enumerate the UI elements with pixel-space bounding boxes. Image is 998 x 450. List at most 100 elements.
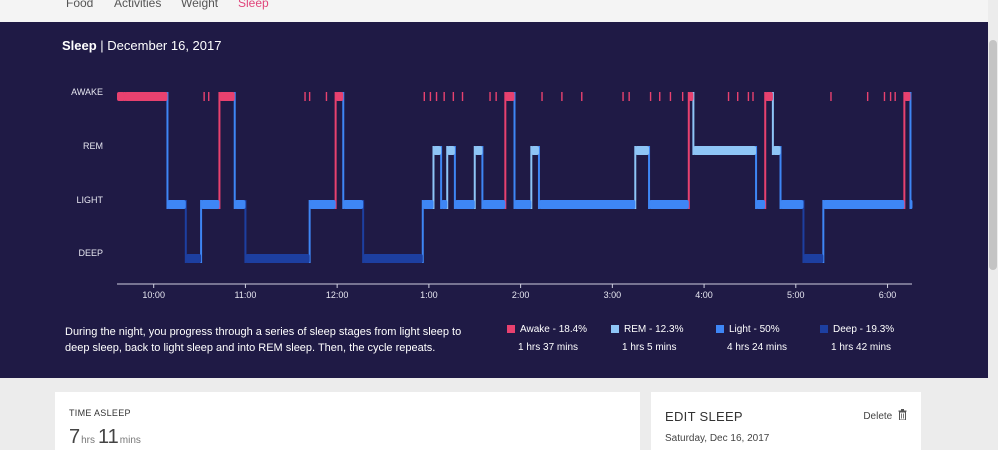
awake-blip-25 (752, 92, 754, 101)
stage-segment-light-24 (649, 200, 689, 209)
legend-swatch-awake (507, 325, 515, 333)
awake-blip-9 (452, 92, 455, 101)
stage-label-deep: DEEP (78, 248, 103, 258)
legend-rem: REM - 12.3% 1 hrs 5 mins (611, 324, 683, 353)
stage-segment-light-32 (823, 200, 905, 209)
stage-segment-light-20 (514, 200, 532, 209)
time-tick-label: 11:00 (234, 290, 257, 300)
sleep-title: Sleep | December 16, 2017 (62, 38, 221, 53)
awake-blip-4 (325, 92, 328, 101)
stage-segment-light-18 (482, 200, 506, 209)
legend-deep: Deep - 19.3% 1 hrs 42 mins (820, 324, 894, 353)
stage-segment-light-30 (780, 200, 804, 209)
awake-blip-10 (461, 92, 464, 101)
awake-blip-21 (681, 92, 684, 101)
time-tick-label: 5:00 (787, 290, 805, 300)
awake-blip-2 (304, 92, 306, 101)
stage-segment-rem-15 (447, 146, 455, 155)
stage-segment-awake-28 (765, 92, 773, 101)
stage-segment-light-16 (454, 200, 475, 209)
tab-activities[interactable]: Activities (114, 0, 162, 10)
awake-blip-11 (489, 92, 491, 101)
awake-blip-19 (659, 92, 661, 101)
legend-light: Light - 50% 4 hrs 24 mins (716, 324, 787, 353)
stage-segment-rem-13 (433, 146, 442, 155)
awake-blip-8 (443, 92, 445, 101)
time-asleep-card: TIME ASLEEP 7hrs 11mins (55, 392, 640, 450)
time-asleep-minutes-unit: mins (119, 435, 141, 446)
time-tick-label: 6:00 (878, 290, 897, 300)
stage-segment-awake-1 (124, 92, 168, 101)
stage-segment-light-2 (167, 200, 186, 209)
stage-segment-light-34 (910, 200, 913, 209)
time-asleep-hours-unit: hrs (81, 435, 96, 446)
time-tick-label: 3:00 (603, 290, 622, 300)
stage-segment-rem-17 (474, 146, 483, 155)
stage-segment-light-4 (201, 200, 220, 209)
stage-segment-light-8 (309, 200, 336, 209)
stage-label-rem: REM (83, 141, 103, 151)
tab-weight[interactable]: Weight (181, 0, 219, 10)
stage-segment-light-12 (422, 200, 434, 209)
delete-label: Delete (863, 411, 893, 422)
top-nav: Food Activities Weight Sleep (0, 0, 988, 22)
stage-segment-light-10 (343, 200, 364, 209)
time-tick-label: 10:00 (142, 290, 165, 300)
awake-blip-3 (308, 92, 311, 101)
time-asleep-value: 7hrs 11mins (69, 426, 144, 449)
legend-deep-duration: 1 hrs 42 mins (831, 342, 892, 353)
stage-segment-light-27 (756, 200, 766, 209)
sleep-description: During the night, you progress through a… (65, 326, 462, 354)
stage-segment-awake-5 (219, 92, 235, 101)
legend-awake: Awake - 18.4% 1 hrs 37 mins (507, 324, 587, 353)
awake-blip-22 (727, 92, 730, 101)
legend-awake-label: Awake - 18.4% (520, 324, 588, 335)
tab-sleep[interactable]: Sleep (238, 0, 269, 10)
awake-blip-24 (747, 92, 750, 101)
legend-swatch-deep (820, 325, 828, 333)
tab-food[interactable]: Food (66, 0, 94, 10)
stage-segment-rem-23 (635, 146, 650, 155)
time-tick-label: 4:00 (695, 290, 713, 300)
sleep-title-date: | December 16, 2017 (96, 38, 222, 53)
legend-light-label: Light - 50% (729, 324, 780, 335)
stage-segment-awake-19 (505, 92, 515, 101)
awake-blip-26 (830, 92, 832, 101)
time-tick-label: 12:00 (325, 290, 349, 300)
awake-blip-13 (541, 92, 543, 101)
delete-button[interactable]: Delete (863, 409, 907, 422)
time-tick-label: 2:00 (511, 290, 530, 300)
stage-segment-deep-31 (803, 254, 824, 263)
awake-blip-29 (889, 92, 892, 101)
stage-segment-light-6 (234, 200, 246, 209)
stage-segment-awake-33 (904, 92, 911, 101)
awake-blip-12 (495, 92, 497, 101)
awake-blip-16 (622, 92, 624, 101)
stage-segment-awake-25 (688, 92, 694, 101)
stage-segment-rem-29 (772, 146, 781, 155)
awake-blip-0 (203, 92, 205, 101)
edit-sleep-card: EDIT SLEEP Delete Saturday, Dec 16, 2017 (651, 392, 921, 450)
stage-segment-rem-26 (693, 146, 757, 155)
awake-blip-15 (581, 92, 583, 101)
legend-rem-label: REM - 12.3% (624, 324, 684, 335)
time-tick-label: 1:00 (420, 290, 438, 300)
scrollbar-thumb[interactable] (989, 40, 997, 270)
legend-deep-label: Deep - 19.3% (833, 324, 895, 335)
stage-label-awake: AWAKE (71, 87, 103, 97)
time-asleep-hours: 7 (69, 426, 81, 448)
sleep-stages-chart (117, 92, 913, 288)
awake-blip-17 (628, 92, 630, 101)
legend-rem-duration: 1 hrs 5 mins (622, 342, 677, 353)
awake-blip-6 (429, 92, 432, 101)
awake-blip-20 (669, 92, 672, 101)
stage-segment-awake-0 (117, 92, 125, 101)
page-scrollbar[interactable] (988, 0, 998, 450)
legend-awake-duration: 1 hrs 37 mins (518, 342, 579, 353)
awake-blip-23 (737, 92, 739, 101)
time-asleep-minutes: 11 (98, 426, 119, 448)
edit-sleep-title: EDIT SLEEP (665, 409, 743, 424)
legend-swatch-rem (611, 325, 619, 333)
edit-sleep-date: Saturday, Dec 16, 2017 (665, 433, 770, 444)
stage-segment-deep-11 (363, 254, 423, 263)
